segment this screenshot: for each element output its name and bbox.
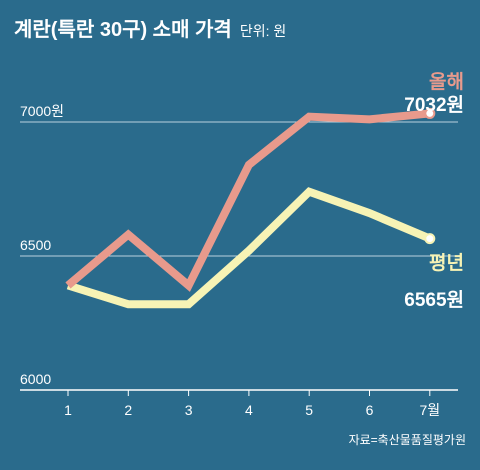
y-tick-label: 7000원 xyxy=(20,103,64,119)
x-tick-label: 1 xyxy=(64,402,72,418)
series-end-value-label: 7032원 xyxy=(404,94,464,116)
x-tick-label: 4 xyxy=(245,402,253,418)
series-name-label: 올해 xyxy=(429,71,464,93)
series-name-label: 평년 xyxy=(429,252,464,274)
x-axis: 1 2 3 4 5 6 7월 xyxy=(64,390,440,418)
y-tick-label: 6500 xyxy=(20,237,51,253)
series-line-0 xyxy=(65,109,431,292)
x-tick-label: 6 xyxy=(366,402,374,418)
series-end-point xyxy=(424,107,436,119)
chart-unit: 단위: 원 xyxy=(240,23,286,39)
series-end-point xyxy=(424,233,436,245)
series-lines xyxy=(65,107,436,309)
source-note: 자료=축산물품질평가원 xyxy=(349,433,466,447)
series-line-1 xyxy=(66,187,432,309)
x-tick-label: 7월 xyxy=(419,402,440,418)
series-end-value-label: 6565원 xyxy=(404,289,464,311)
y-axis-labels: 6000 6500 7000원 xyxy=(20,103,64,387)
x-tick-label: 2 xyxy=(124,402,132,418)
x-tick-label: 3 xyxy=(185,402,193,418)
y-tick-label: 6000 xyxy=(20,371,51,387)
chart-title: 계란(특란 30구) 소매 가격 xyxy=(14,18,232,41)
x-tick-label: 5 xyxy=(305,402,313,418)
